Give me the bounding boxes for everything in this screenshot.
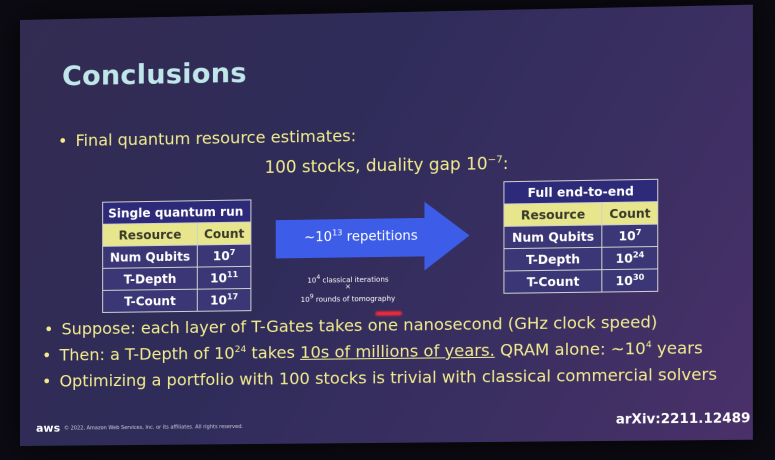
times-symbol: ×: [262, 282, 435, 292]
count-cell: 1030: [602, 269, 657, 292]
subline-exponent: −7: [488, 154, 503, 165]
then-qram: QRAM alone: ~10: [495, 339, 646, 360]
then-end: years: [652, 338, 703, 358]
arrow-shape-head: [424, 201, 469, 270]
then-underlined: 10s of millions of years.: [300, 341, 495, 362]
count-exponent: 30: [633, 273, 645, 282]
resource-cell: T-Count: [103, 289, 198, 312]
subline-prefix: 100 stocks, duality gap 10: [265, 154, 488, 177]
presentation-slide: Conclusions • Final quantum resource esti…: [20, 5, 753, 446]
bullet-then: • Then: a T-Depth of 1024 takes 10s of mi…: [42, 338, 703, 365]
resource-cell: T-Depth: [103, 267, 198, 290]
repetitions-label: ~1013 repetitions: [304, 227, 418, 245]
bullet-suppose: • Suppose: each layer of T-Gates takes on…: [44, 312, 657, 339]
count-base: 10: [210, 271, 227, 285]
count-exponent: 11: [227, 270, 238, 279]
count-exponent: 24: [633, 250, 645, 259]
bullet-text: Final quantum resource estimates:: [75, 126, 356, 150]
table-row: T-Count 1030: [504, 269, 658, 293]
count-exponent: 7: [230, 248, 236, 257]
count-exponent: 17: [227, 292, 238, 301]
count-base: 10: [616, 251, 633, 265]
then-middle: takes: [246, 343, 300, 363]
table-row: T-Depth 1011: [103, 266, 251, 290]
duality-gap-line: 100 stocks, duality gap 10−7:: [265, 154, 509, 177]
bullet-resource-estimates: • Final quantum resource estimates:: [58, 126, 356, 150]
count-base: 10: [618, 229, 635, 243]
table-title: Single quantum run: [103, 200, 251, 224]
count-cell: 107: [602, 224, 657, 247]
table-row: Num Qubits 107: [103, 244, 251, 268]
table-row: Num Qubits 107: [504, 224, 658, 249]
tomography-note: 109 rounds of tomography: [262, 292, 435, 305]
count-cell: 107: [197, 244, 250, 267]
copyright-text: © 2022, Amazon Web Services, Inc. or its…: [64, 424, 243, 432]
slide-title: Conclusions: [62, 58, 247, 93]
resource-cell: T-Depth: [504, 247, 602, 271]
bullet-optimizing: • Optimizing a portfolio with 100 stocks …: [42, 365, 717, 391]
bullet-dot: •: [58, 131, 67, 150]
bullet-text: Suppose: each layer of T-Gates takes one…: [61, 312, 657, 338]
full-end-to-end-table: Full end-to-end Resource Count Num Qubit…: [503, 179, 658, 294]
then-exponent: 24: [235, 345, 247, 355]
single-run-table: Single quantum run Resource Count Num Qu…: [102, 199, 251, 313]
resource-cell: Num Qubits: [504, 225, 602, 249]
bullet-dot: •: [42, 346, 51, 365]
subline-suffix: :: [503, 154, 509, 173]
table-row: T-Count 1017: [103, 288, 251, 312]
bullet-dot: •: [44, 320, 53, 339]
column-header-resource: Resource: [103, 223, 198, 246]
column-header-resource: Resource: [504, 203, 602, 227]
column-header-count: Count: [602, 202, 657, 225]
bullet-dot: •: [42, 372, 51, 391]
arxiv-reference: arXiv:2211.12489: [616, 411, 751, 428]
count-cell: 1011: [197, 266, 250, 289]
repetitions-prefix: ~10: [304, 230, 332, 246]
bullet-text: Optimizing a portfolio with 100 stocks i…: [59, 365, 717, 391]
count-exponent: 7: [636, 228, 642, 237]
count-cell: 1024: [602, 247, 657, 270]
repetitions-suffix: repetitions: [342, 228, 417, 244]
aws-logo: aws: [36, 422, 60, 435]
resource-cell: T-Count: [504, 270, 602, 294]
column-header-count: Count: [197, 222, 250, 245]
count-base: 10: [616, 274, 633, 288]
count-base: 10: [210, 293, 227, 307]
then-prefix: Then: a T-Depth of 10: [59, 344, 234, 365]
count-base: 10: [213, 249, 230, 263]
note-text: rounds of tomography: [314, 295, 396, 304]
resource-cell: Num Qubits: [103, 245, 198, 268]
table-row: T-Depth 1024: [504, 247, 658, 271]
table-title: Full end-to-end: [504, 179, 658, 204]
count-cell: 1017: [197, 288, 250, 311]
repetitions-exponent: 13: [332, 228, 342, 237]
